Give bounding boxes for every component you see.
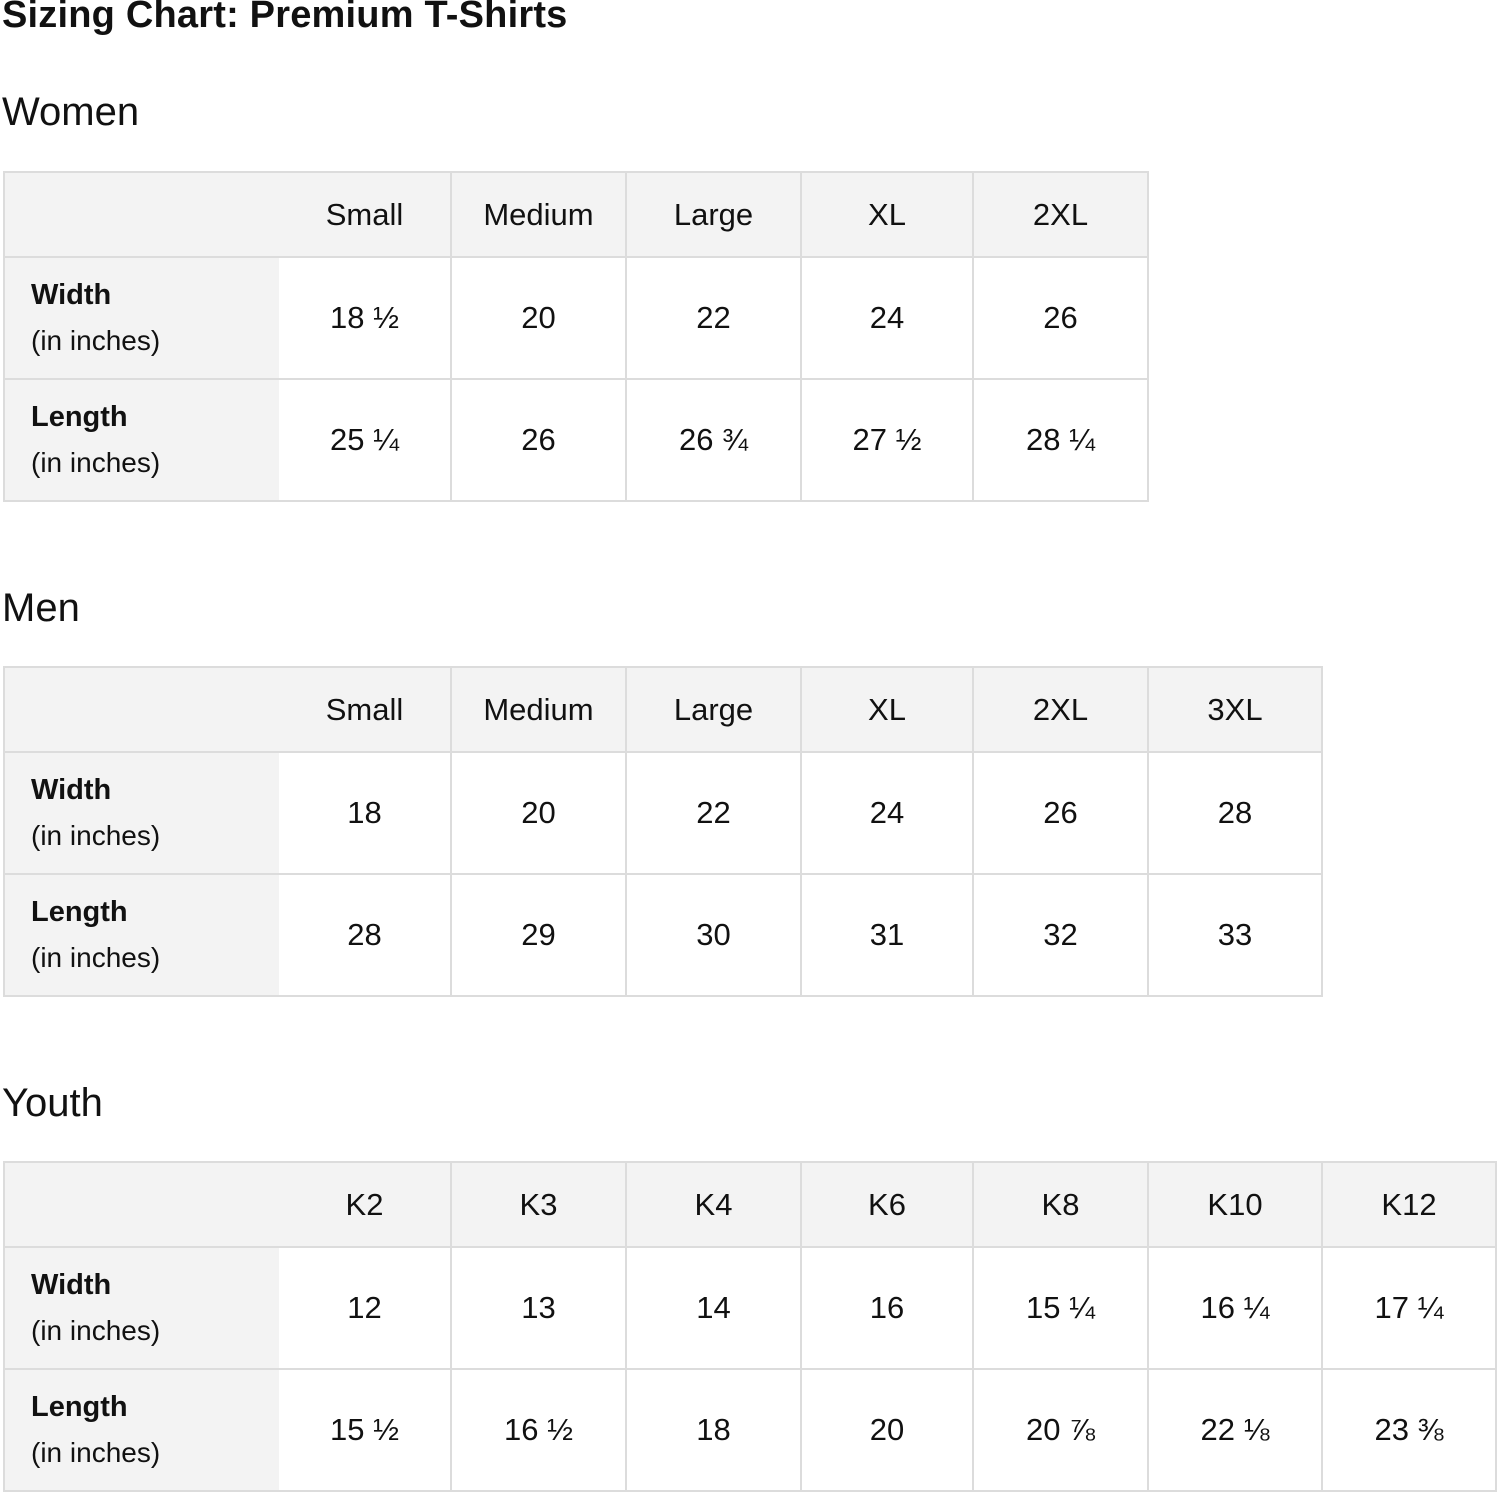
- header-row: K2 K3 K4 K6 K8 K10 K12: [3, 1161, 1497, 1248]
- measurement-value: 15 ½: [279, 1368, 452, 1492]
- measurement-value: 22: [625, 751, 802, 875]
- size-header: K3: [450, 1161, 627, 1248]
- measurement-value: 24: [800, 751, 974, 875]
- measurement-value: 30: [625, 873, 802, 997]
- measurement-value: 31: [800, 873, 974, 997]
- section-heading-men: Men: [2, 586, 80, 630]
- measurement-value: 20: [450, 751, 627, 875]
- table-row: Length (in inches) 15 ½ 16 ½ 18 20 20 ⅞ 22 ⅛ 23 …: [3, 1368, 1497, 1492]
- size-header: XL: [800, 171, 974, 258]
- measurement-value: 15 ¼: [972, 1246, 1149, 1370]
- measurement-value: 20 ⅞: [972, 1368, 1149, 1492]
- table-row: Width (in inches) 18 ½ 20 22 24 26: [3, 256, 1149, 380]
- size-table-men: Small Medium Large XL 2XL 3XL Width (in inches)…: [3, 666, 1323, 997]
- row-label-cell: Length (in inches): [3, 873, 279, 997]
- size-header: 2XL: [972, 171, 1149, 258]
- header-row: Small Medium Large XL 2XL 3XL: [3, 666, 1323, 753]
- unit-label: (in inches): [31, 1437, 161, 1468]
- row-label-cell: Width (in inches): [3, 256, 279, 380]
- size-header: Medium: [450, 171, 627, 258]
- measurement-value: 27 ½: [800, 378, 974, 502]
- measurement-value: 28: [279, 873, 452, 997]
- measurement-value: 25 ¼: [279, 378, 452, 502]
- measurement-value: 26: [450, 378, 627, 502]
- measurement-label: Length: [31, 1391, 128, 1423]
- measurement-value: 18: [625, 1368, 802, 1492]
- unit-label: (in inches): [31, 942, 161, 973]
- measurement-label: Width: [31, 279, 112, 311]
- measurement-value: 33: [1147, 873, 1323, 997]
- measurement-value: 18 ½: [279, 256, 452, 380]
- size-header: Large: [625, 171, 802, 258]
- size-header: K2: [279, 1161, 452, 1248]
- measurement-value: 28 ¼: [972, 378, 1149, 502]
- row-label-cell: Width (in inches): [3, 1246, 279, 1370]
- table-row: Width (in inches) 12 13 14 16 15 ¼ 16 ¼ 17 ¼: [3, 1246, 1497, 1370]
- corner-cell: [3, 171, 279, 258]
- size-header: K10: [1147, 1161, 1323, 1248]
- measurement-value: 20: [800, 1368, 974, 1492]
- measurement-value: 24: [800, 256, 974, 380]
- measurement-value: 22 ⅛: [1147, 1368, 1323, 1492]
- section-heading-women: Women: [2, 90, 140, 134]
- size-header: K8: [972, 1161, 1149, 1248]
- measurement-value: 12: [279, 1246, 452, 1370]
- size-table-women: Small Medium Large XL 2XL Width (in inches) 18 …: [3, 171, 1149, 502]
- corner-cell: [3, 1161, 279, 1248]
- page-title: Sizing Chart: Premium T-Shirts: [2, 0, 568, 36]
- table-row: Length (in inches) 25 ¼ 26 26 ¾ 27 ½ 28 ¼: [3, 378, 1149, 502]
- row-label-cell: Length (in inches): [3, 378, 279, 502]
- measurement-value: 32: [972, 873, 1149, 997]
- measurement-value: 16: [800, 1246, 974, 1370]
- unit-label: (in inches): [31, 447, 161, 478]
- header-row: Small Medium Large XL 2XL: [3, 171, 1149, 258]
- table-row: Width (in inches) 18 20 22 24 26 28: [3, 751, 1323, 875]
- size-header: XL: [800, 666, 974, 753]
- size-table-youth: K2 K3 K4 K6 K8 K10 K12 Width (in inches) 12 13 14 16…: [3, 1161, 1497, 1492]
- unit-label: (in inches): [31, 325, 161, 356]
- section-heading-youth: Youth: [2, 1081, 103, 1125]
- measurement-value: 29: [450, 873, 627, 997]
- size-header: K6: [800, 1161, 974, 1248]
- corner-cell: [3, 666, 279, 753]
- table-row: Length (in inches) 28 29 30 31 32 33: [3, 873, 1323, 997]
- size-header: Medium: [450, 666, 627, 753]
- row-label-cell: Length (in inches): [3, 1368, 279, 1492]
- measurement-label: Width: [31, 1269, 112, 1301]
- measurement-value: 17 ¼: [1321, 1246, 1497, 1370]
- measurement-value: 26: [972, 256, 1149, 380]
- measurement-value: 23 ⅜: [1321, 1368, 1497, 1492]
- measurement-value: 14: [625, 1246, 802, 1370]
- measurement-value: 16 ¼: [1147, 1246, 1323, 1370]
- size-header: Large: [625, 666, 802, 753]
- measurement-value: 28: [1147, 751, 1323, 875]
- measurement-value: 26: [972, 751, 1149, 875]
- measurement-value: 13: [450, 1246, 627, 1370]
- row-label-cell: Width (in inches): [3, 751, 279, 875]
- size-header: K4: [625, 1161, 802, 1248]
- size-header: Small: [279, 666, 452, 753]
- size-header: 3XL: [1147, 666, 1323, 753]
- measurement-label: Length: [31, 896, 128, 928]
- measurement-value: 18: [279, 751, 452, 875]
- unit-label: (in inches): [31, 820, 161, 851]
- measurement-value: 16 ½: [450, 1368, 627, 1492]
- measurement-value: 26 ¾: [625, 378, 802, 502]
- measurement-value: 20: [450, 256, 627, 380]
- measurement-label: Width: [31, 774, 112, 806]
- measurement-value: 22: [625, 256, 802, 380]
- unit-label: (in inches): [31, 1315, 161, 1346]
- size-header: K12: [1321, 1161, 1497, 1248]
- size-header: 2XL: [972, 666, 1149, 753]
- size-header: Small: [279, 171, 452, 258]
- measurement-label: Length: [31, 401, 128, 433]
